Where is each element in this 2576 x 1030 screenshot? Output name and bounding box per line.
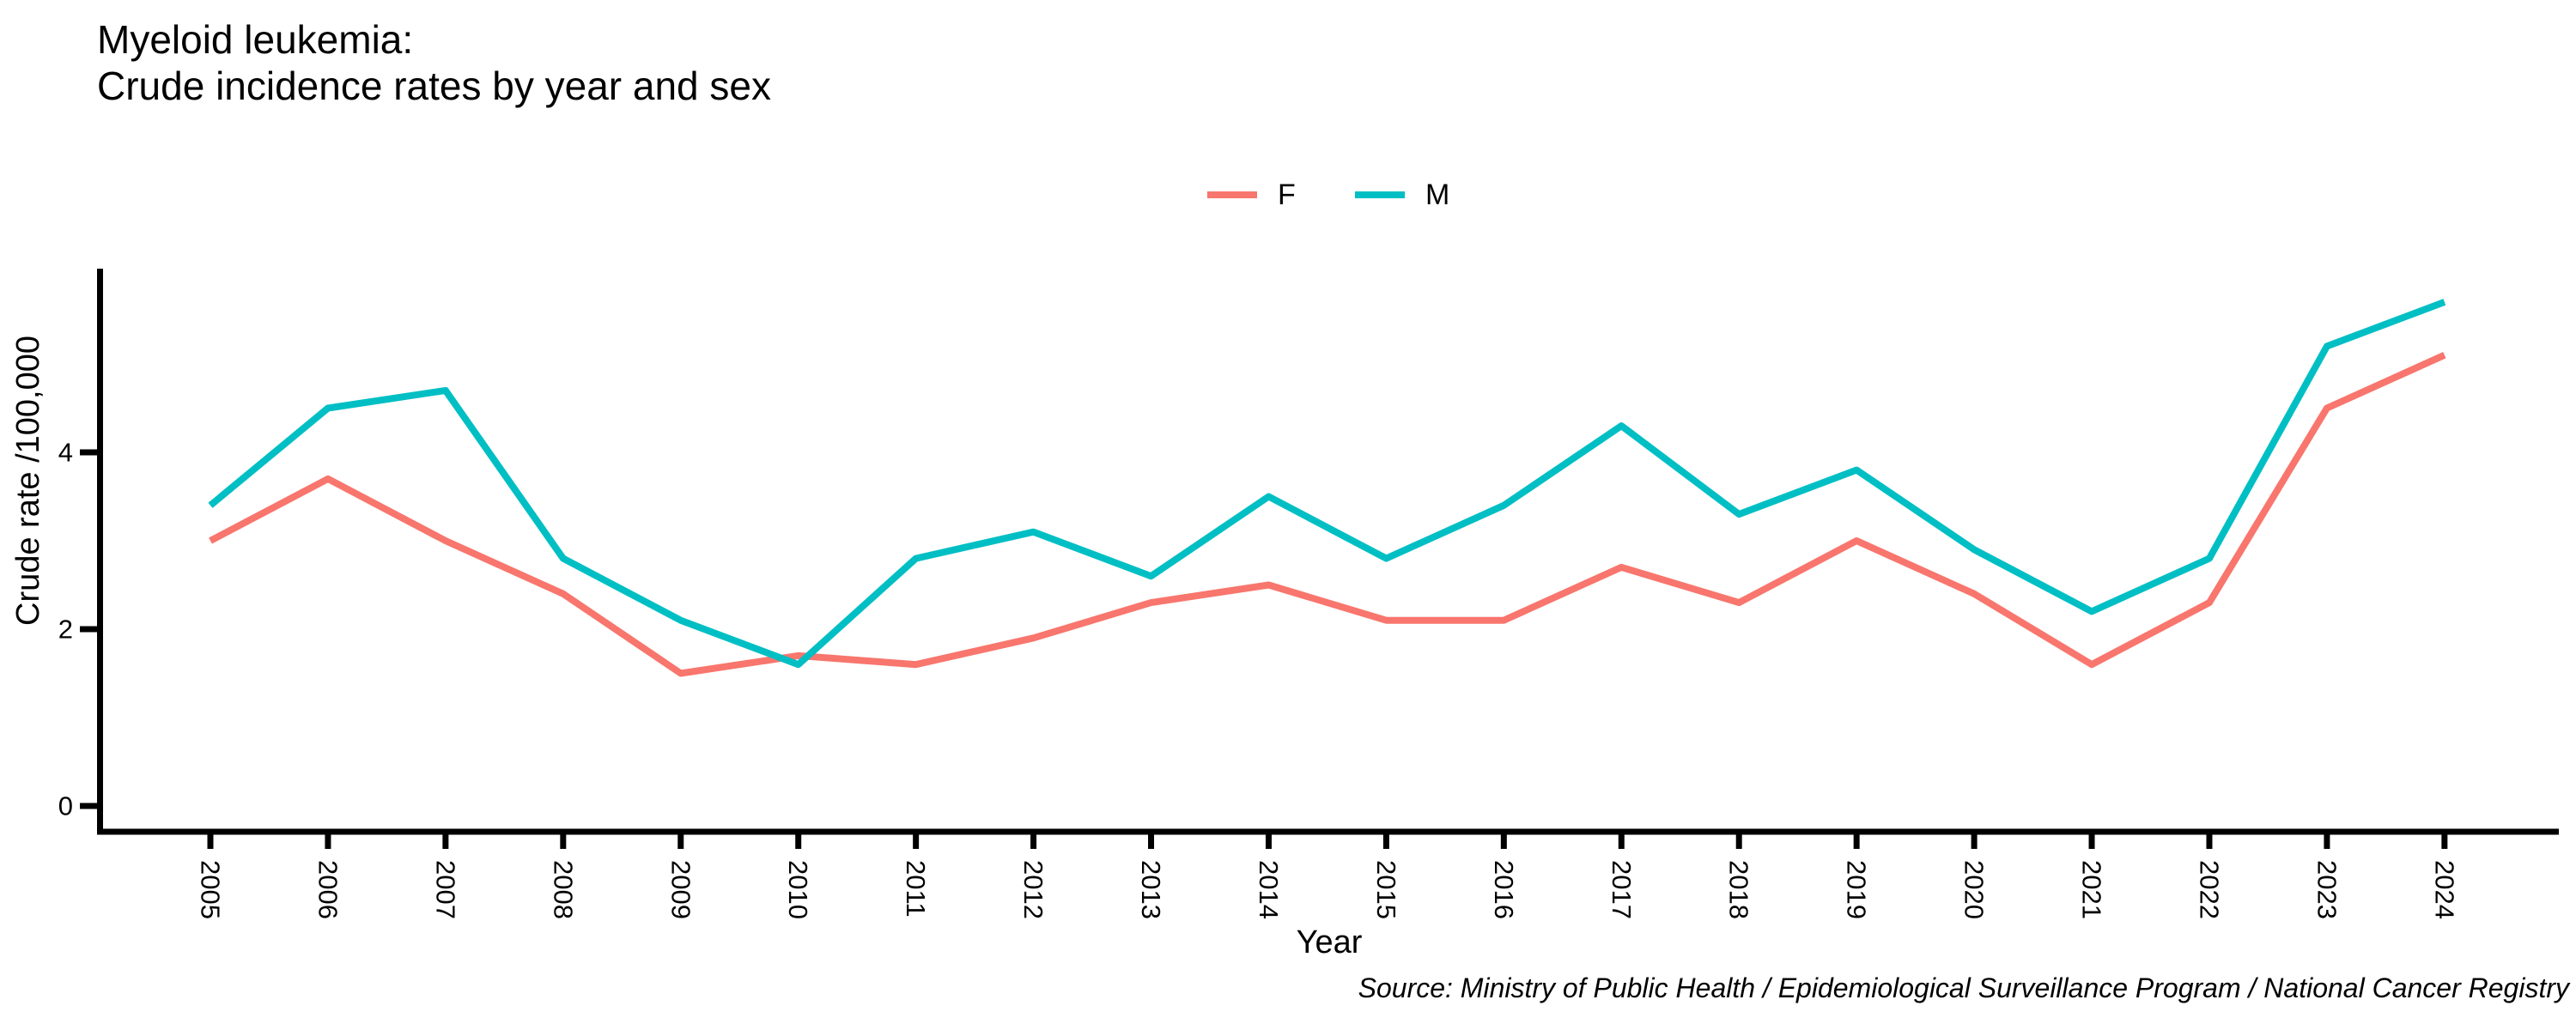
x-tick-label-2016: 2016 <box>1489 860 1519 919</box>
legend-label-M: M <box>1425 179 1449 211</box>
x-tick-label-2009: 2009 <box>665 860 696 919</box>
y-tick-label-0: 0 <box>58 791 73 821</box>
source-note: Source: Ministry of Public Health / Epid… <box>1358 972 2571 1003</box>
x-tick-label-2010: 2010 <box>783 860 813 919</box>
x-tick-label-2018: 2018 <box>1724 860 1754 919</box>
x-tick-label-2008: 2008 <box>548 860 578 919</box>
axes: 0 2 4 2005 2006 2007 2008 2009 2010 2011 2012 2013 2… <box>58 269 2559 919</box>
series-lines <box>208 299 2446 677</box>
y-tick-label-2: 2 <box>58 615 73 645</box>
x-tick-label-2013: 2013 <box>1136 860 1166 919</box>
x-tick-label-2014: 2014 <box>1254 860 1284 919</box>
x-tick-label-2006: 2006 <box>313 860 343 919</box>
x-tick-label-2023: 2023 <box>2312 860 2342 919</box>
y-tick-label-4: 4 <box>58 438 73 468</box>
chart-title-line2: Crude incidence rates by year and sex <box>97 64 771 108</box>
x-tick-label-2021: 2021 <box>2077 860 2107 919</box>
legend-label-F: F <box>1278 179 1296 211</box>
x-tick-label-2015: 2015 <box>1371 860 1401 919</box>
chart-title-line1: Myeloid leukemia: <box>97 17 413 62</box>
x-tick-label-2007: 2007 <box>430 860 460 919</box>
x-tick-label-2005: 2005 <box>196 860 226 919</box>
x-axis-title: Year <box>1297 924 1363 960</box>
x-tick-label-2017: 2017 <box>1607 860 1637 919</box>
x-tick-label-2024: 2024 <box>2429 860 2459 919</box>
series-line-F <box>209 352 2446 677</box>
x-tick-label-2020: 2020 <box>1959 860 1990 919</box>
x-tick-label-2012: 2012 <box>1018 860 1048 919</box>
x-tick-label-2019: 2019 <box>1842 860 1872 919</box>
x-tick-label-2011: 2011 <box>901 860 931 918</box>
series-line-M <box>208 299 2446 669</box>
y-axis-title: Crude rate /100,000 <box>10 336 46 626</box>
x-tick-label-2022: 2022 <box>2194 860 2224 919</box>
